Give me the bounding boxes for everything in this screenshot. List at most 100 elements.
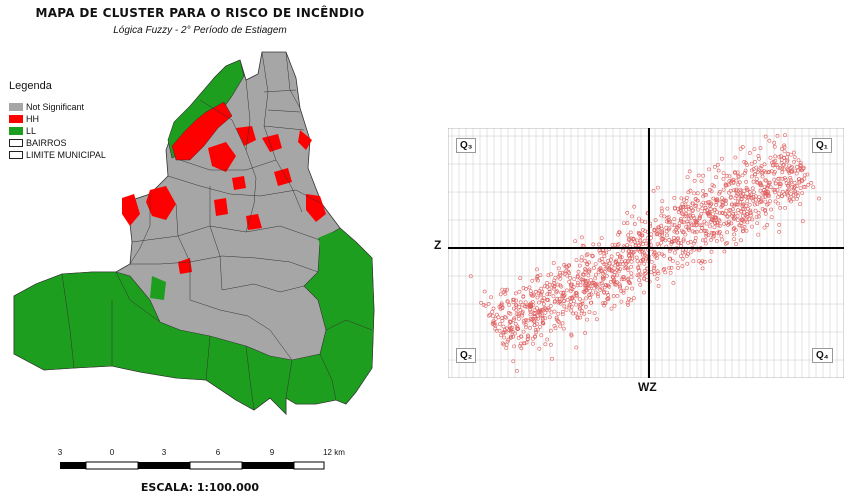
scatter-point <box>794 197 799 201</box>
scatter-point <box>745 220 750 225</box>
scatter-point <box>728 194 733 199</box>
scatter-point <box>721 177 726 181</box>
scatter-point <box>575 283 580 288</box>
scatter-point <box>712 165 717 169</box>
scatter-point <box>693 204 698 209</box>
scatter-point <box>723 183 728 188</box>
scatter-point <box>554 317 559 322</box>
scatter-point <box>643 271 648 276</box>
scatter-point <box>591 266 596 270</box>
scatter-point <box>567 303 572 308</box>
scatter-point <box>695 191 700 196</box>
scatter-point <box>553 326 558 331</box>
scatter-point <box>583 283 588 288</box>
scatter-point <box>589 292 594 297</box>
scatter-point <box>575 315 580 320</box>
scatter-point <box>514 308 519 312</box>
scatter-point <box>501 331 506 336</box>
scatter-point <box>544 307 549 312</box>
scatter-point <box>731 227 736 232</box>
scatter-point <box>790 169 795 174</box>
scatter-point <box>533 334 538 339</box>
scatter-point <box>515 327 520 332</box>
scatter-point <box>659 206 664 211</box>
scatter-point <box>618 284 623 289</box>
scatter-point <box>757 156 761 161</box>
scatter-point <box>661 236 666 241</box>
scatter-point <box>558 283 563 288</box>
scatter-point <box>528 309 533 314</box>
scatter-point <box>540 299 545 303</box>
scatter-point <box>626 233 631 238</box>
scatter-point <box>532 314 537 319</box>
scatter-point <box>749 174 754 179</box>
scatter-point <box>684 254 689 258</box>
scatter-point <box>625 243 630 247</box>
scatter-point <box>630 214 634 219</box>
scatter-point <box>788 176 793 180</box>
scatter-point <box>680 202 685 206</box>
scatter-point <box>538 293 543 298</box>
scatter-point <box>758 181 763 186</box>
scatter-point <box>684 213 689 218</box>
scatter-point <box>659 240 664 245</box>
scatter-point <box>542 296 547 301</box>
scatter-point <box>540 289 545 294</box>
scatter-point <box>768 185 773 190</box>
scatter-point <box>724 173 729 178</box>
scatter-point <box>698 214 703 219</box>
scatter-point <box>758 183 763 188</box>
scatter-point <box>498 306 503 311</box>
scatter-point <box>641 228 645 232</box>
scatter-point <box>615 261 620 266</box>
scatter-point <box>768 155 773 160</box>
scatter-point <box>688 212 693 217</box>
scatter-point <box>599 257 604 261</box>
scatter-point <box>801 165 806 170</box>
scatter-point <box>766 201 771 206</box>
scatter-point <box>491 319 496 324</box>
scatter-point <box>617 262 622 266</box>
scatter-point <box>753 194 758 199</box>
legend-label: HH <box>26 114 39 124</box>
scatter-point <box>753 208 758 213</box>
scatter-point <box>518 341 523 346</box>
scatter-point <box>535 295 540 300</box>
scatter-point <box>681 212 686 217</box>
scatter-point <box>593 262 598 267</box>
scatter-point <box>643 220 648 225</box>
scatter-point <box>594 284 599 289</box>
scatter-point <box>709 238 713 242</box>
scatter-point <box>741 202 746 207</box>
scatter-point <box>554 290 559 295</box>
scatter-point <box>762 162 767 167</box>
scatter-point <box>667 256 672 261</box>
scatter-point <box>783 206 788 210</box>
scatter-point <box>500 316 505 320</box>
scatter-point <box>675 225 680 230</box>
scatter-point <box>572 299 576 304</box>
scatter-point <box>656 284 661 288</box>
scatter-point <box>651 188 656 193</box>
scatter-point <box>753 172 758 176</box>
scatter-point <box>605 297 610 302</box>
scatter-point <box>707 211 712 216</box>
scatter-point <box>625 278 630 282</box>
scatter-point <box>743 171 747 175</box>
scatter-point <box>659 223 664 228</box>
scatter-point <box>498 322 502 327</box>
scatter-point <box>809 181 814 185</box>
scatter-point <box>556 311 561 316</box>
scatter-point <box>772 177 777 182</box>
scatter-point <box>672 229 677 234</box>
scatter-point <box>788 166 793 170</box>
scatter-point <box>669 265 674 270</box>
scatter-point <box>703 241 708 246</box>
scatter-point <box>772 170 777 174</box>
scatter-point <box>655 185 660 190</box>
scatter-point <box>676 236 681 241</box>
scatter-point <box>561 326 566 331</box>
quadrant-label-q3: Q₃ <box>456 138 477 153</box>
scatter-point <box>780 189 785 194</box>
scatter-point <box>757 198 761 202</box>
